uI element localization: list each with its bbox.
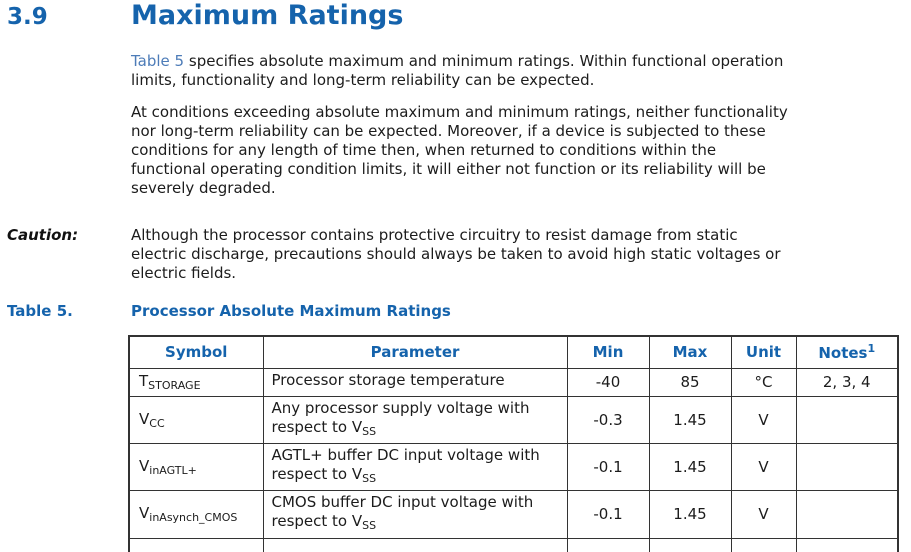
parameter-cell: Any processor supply voltage with respec… [262, 395, 568, 444]
max-cell: 1.45 [648, 395, 732, 444]
max-cell: 85 [648, 367, 732, 397]
unit-cell: V [730, 395, 797, 444]
table-row: VinAGTL+ AGTL+ buffer DC input voltage w… [128, 442, 899, 491]
unit-cell: V [730, 489, 797, 539]
caution-text: Although the processor contains protecti… [131, 226, 781, 282]
symbol-cell: VinAGTL+ [128, 442, 264, 491]
notes-cell: 2, 3, 4 [795, 367, 899, 397]
symbol-cell: TSTORAGE [128, 367, 264, 397]
unit-cell: °C [730, 367, 797, 397]
section-number: 3.9 [7, 4, 48, 30]
column-header-unit: Unit [730, 335, 797, 369]
symbol-cell: VCC [128, 395, 264, 444]
notes-footnote-marker: 1 [867, 342, 876, 356]
table-row: VCC Any processor supply voltage with re… [128, 395, 899, 444]
caution-label: Caution: [7, 226, 79, 244]
unit-cell: V [730, 442, 797, 491]
notes-cell [795, 442, 899, 491]
clipped-table-row [128, 537, 899, 552]
parameter-cell: Processor storage temperature [262, 367, 568, 397]
table-5-link[interactable]: Table 5 [131, 52, 185, 70]
parameter-cell: CMOS buffer DC input voltage with respec… [262, 489, 568, 539]
max-cell: 1.45 [648, 489, 732, 539]
table-row: TSTORAGE Processor storage temperature -… [128, 367, 899, 397]
table-row: VinAsynch_CMOS CMOS buffer DC input volt… [128, 489, 899, 539]
min-cell: -40 [566, 367, 650, 397]
min-cell: -0.1 [566, 442, 650, 491]
column-header-parameter: Parameter [262, 335, 568, 369]
parameter-cell: AGTL+ buffer DC input voltage with respe… [262, 442, 568, 491]
table-caption-label: Table 5. [7, 302, 73, 320]
column-header-max: Max [648, 335, 732, 369]
section-title: Maximum Ratings [131, 0, 404, 31]
conditions-paragraph: At conditions exceeding absolute maximum… [131, 103, 788, 197]
table-caption-title: Processor Absolute Maximum Ratings [131, 302, 451, 320]
column-header-symbol: Symbol [128, 335, 264, 369]
absolute-maximum-ratings-table: Symbol Parameter Min Max Unit Notes1 TST… [128, 335, 899, 552]
ratings-table-body: TSTORAGE Processor storage temperature -… [128, 367, 899, 552]
symbol-cell: VinAsynch_CMOS [128, 489, 264, 539]
max-cell: 1.45 [648, 442, 732, 491]
min-cell: -0.1 [566, 489, 650, 539]
intro-paragraph: Table 5 specifies absolute maximum and m… [131, 52, 911, 90]
column-header-notes: Notes1 [795, 335, 899, 369]
table-header-row: Symbol Parameter Min Max Unit Notes1 [128, 335, 899, 369]
min-cell: -0.3 [566, 395, 650, 444]
column-header-min: Min [566, 335, 650, 369]
notes-cell [795, 489, 899, 539]
intro-paragraph-text: specifies absolute maximum and minimum r… [131, 52, 784, 89]
notes-cell [795, 395, 899, 444]
